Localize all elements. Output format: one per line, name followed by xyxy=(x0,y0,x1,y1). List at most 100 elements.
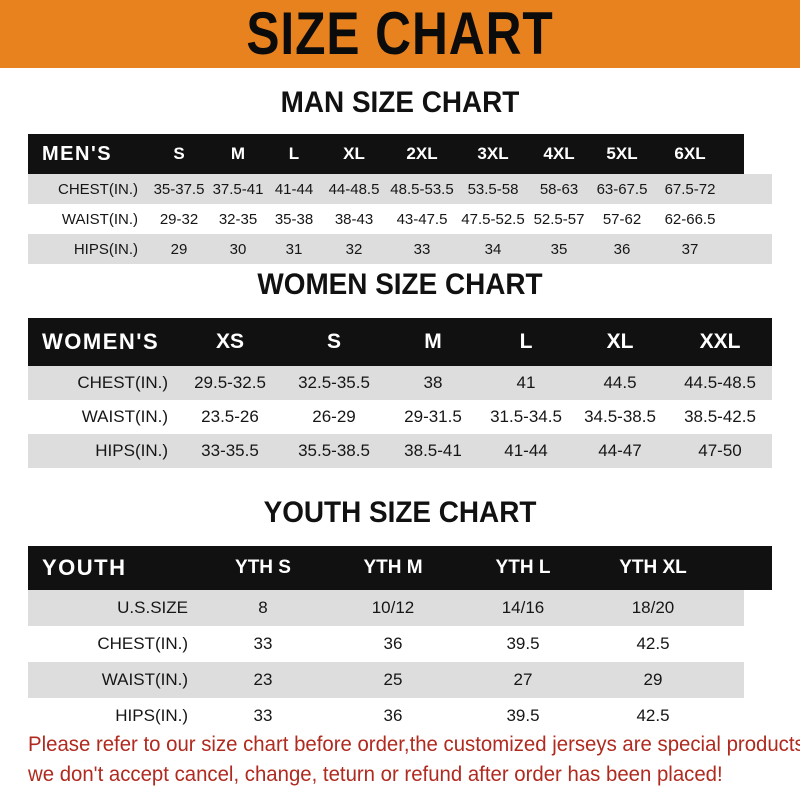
measurement-cell: 47-50 xyxy=(698,441,742,460)
measurement-cell: 36 xyxy=(383,634,403,653)
men-size-column-header: S xyxy=(173,144,185,163)
women-size-column-header: M xyxy=(424,330,442,353)
youth-size-column-header: YTH M xyxy=(363,557,423,578)
measurement-cell: 38-43 xyxy=(334,210,374,228)
measurement-cell: 44-48.5 xyxy=(328,180,380,198)
measurement-cell: 47.5-52.5 xyxy=(461,210,525,228)
table-row: WAIST(IN.) 29-32 32-35 35-38 38-43 43-47.5 47.… xyxy=(28,204,772,234)
women-size-column-header: XS xyxy=(215,330,244,353)
measurement-cell: 34.5-38.5 xyxy=(584,407,656,426)
table-row: U.S.SIZE 8 10/12 14/16 18/20 xyxy=(28,590,744,626)
measurement-cell: 33-35.5 xyxy=(201,441,259,460)
measurement-cell: 23 xyxy=(253,670,273,689)
men-size-column-header: 2XL xyxy=(406,144,438,163)
measurement-cell: 38.5-42.5 xyxy=(684,407,756,426)
measurement-cell: 33 xyxy=(253,706,273,725)
measurement-cell: 25 xyxy=(383,670,403,689)
men-size-column-header: M xyxy=(230,144,246,163)
table-row: CHEST(IN.) 29.5-32.5 32.5-35.5 38 41 44.5 44.5… xyxy=(28,366,772,400)
measurement-cell: 29 xyxy=(170,240,188,258)
row-label: HIPS(IN.) xyxy=(95,441,168,460)
measurement-cell: 35 xyxy=(550,240,568,258)
row-label: WAIST(IN.) xyxy=(81,407,168,426)
measurement-cell: 10/12 xyxy=(371,598,415,617)
youth-size-column-header: YTH XL xyxy=(619,557,687,578)
measurement-cell: 18/20 xyxy=(631,598,675,617)
measurement-cell: 29 xyxy=(643,670,663,689)
youth-size-column-header: YTH L xyxy=(495,557,551,578)
women-size-column-header: XXL xyxy=(699,330,741,353)
measurement-cell: 30 xyxy=(229,240,247,258)
table-row: WAIST(IN.) 23.5-26 26-29 29-31.5 31.5-34.5 34… xyxy=(28,400,772,434)
men-table-header-row: MEN'S S M L XL 2XL 3XL 4XL 5XL 6XL xyxy=(28,134,744,174)
measurement-cell: 42.5 xyxy=(636,706,670,725)
table-row: CHEST(IN.) 33 36 39.5 42.5 xyxy=(28,626,744,662)
measurement-cell: 8 xyxy=(258,598,268,617)
measurement-cell: 63-67.5 xyxy=(596,180,648,198)
measurement-cell: 36 xyxy=(613,240,631,258)
men-size-column-header: XL xyxy=(343,144,365,163)
measurement-cell: 58-63 xyxy=(539,180,579,198)
row-label: HIPS(IN.) xyxy=(115,706,188,725)
youth-table-header-row: YOUTH YTH S YTH M YTH L YTH XL xyxy=(28,546,772,590)
measurement-cell: 27 xyxy=(513,670,533,689)
measurement-cell: 33 xyxy=(413,240,431,258)
men-size-column-header: L xyxy=(288,144,300,163)
measurement-cell: 39.5 xyxy=(506,634,540,653)
measurement-cell: 38.5-41 xyxy=(404,441,462,460)
women-header-label: WOMEN'S xyxy=(42,329,160,354)
row-label: CHEST(IN.) xyxy=(58,180,138,198)
men-section-title: MAN SIZE CHART xyxy=(280,86,520,119)
men-size-column-header: 4XL xyxy=(543,144,575,163)
measurement-cell: 32 xyxy=(345,240,363,258)
youth-section-title: YOUTH SIZE CHART xyxy=(263,496,537,529)
page-banner: SIZE CHART xyxy=(0,0,800,68)
measurement-cell: 14/16 xyxy=(501,598,545,617)
measurement-cell: 37.5-41 xyxy=(212,180,264,198)
row-label: CHEST(IN.) xyxy=(97,634,188,653)
youth-header-label: YOUTH xyxy=(42,555,127,580)
youth-size-table: YOUTH YTH S YTH M YTH L YTH XL U.S.SIZE 8 10/12… xyxy=(28,546,772,734)
women-size-column-header: XL xyxy=(606,330,634,353)
measurement-cell: 38 xyxy=(423,373,443,392)
measurement-cell: 35-38 xyxy=(274,210,314,228)
measurement-cell: 52.5-57 xyxy=(533,210,585,228)
men-header-label: MEN'S xyxy=(42,142,113,165)
measurement-cell: 35-37.5 xyxy=(153,180,205,198)
row-label: HIPS(IN.) xyxy=(73,240,138,258)
measurement-cell: 37 xyxy=(681,240,699,258)
measurement-cell: 29-31.5 xyxy=(404,407,462,426)
table-row: HIPS(IN.) 29 30 31 32 33 34 35 36 37 xyxy=(28,234,772,264)
measurement-cell: 23.5-26 xyxy=(201,407,259,426)
measurement-cell: 35.5-38.5 xyxy=(298,441,370,460)
measurement-cell: 53.5-58 xyxy=(467,180,519,198)
measurement-cell: 41 xyxy=(516,373,536,392)
measurement-cell: 44.5-48.5 xyxy=(684,373,756,392)
youth-size-column-header: YTH S xyxy=(235,557,291,578)
measurement-cell: 48.5-53.5 xyxy=(390,180,454,198)
measurement-cell: 33 xyxy=(253,634,273,653)
men-size-column-header: 3XL xyxy=(477,144,509,163)
women-table-header-row: WOMEN'S XS S M L XL XXL xyxy=(28,318,772,366)
order-policy-line-1: Please refer to our size chart before or… xyxy=(28,733,800,756)
measurement-cell: 32-35 xyxy=(218,210,258,228)
measurement-cell: 42.5 xyxy=(636,634,670,653)
measurement-cell: 39.5 xyxy=(506,706,540,725)
men-size-table: MEN'S S M L XL 2XL 3XL 4XL 5XL 6XL CHEST(IN.) 35-37… xyxy=(28,134,772,264)
measurement-cell: 32.5-35.5 xyxy=(298,373,370,392)
measurement-cell: 29-32 xyxy=(159,210,199,228)
measurement-cell: 44.5 xyxy=(603,373,637,392)
measurement-cell: 31.5-34.5 xyxy=(490,407,562,426)
table-row: WAIST(IN.) 23 25 27 29 xyxy=(28,662,744,698)
women-section-title: WOMEN SIZE CHART xyxy=(257,268,543,301)
measurement-cell: 67.5-72 xyxy=(664,180,716,198)
table-row: HIPS(IN.) 33 36 39.5 42.5 xyxy=(28,698,744,734)
measurement-cell: 57-62 xyxy=(602,210,642,228)
measurement-cell: 41-44 xyxy=(274,180,314,198)
women-size-table: WOMEN'S XS S M L XL XXL CHEST(IN.) 29.5-32.5 32.5… xyxy=(28,318,772,468)
men-size-column-header: 5XL xyxy=(606,144,638,163)
measurement-cell: 44-47 xyxy=(598,441,642,460)
measurement-cell: 41-44 xyxy=(504,441,548,460)
order-policy-line-2: we don't accept cancel, change, teturn o… xyxy=(28,763,723,786)
